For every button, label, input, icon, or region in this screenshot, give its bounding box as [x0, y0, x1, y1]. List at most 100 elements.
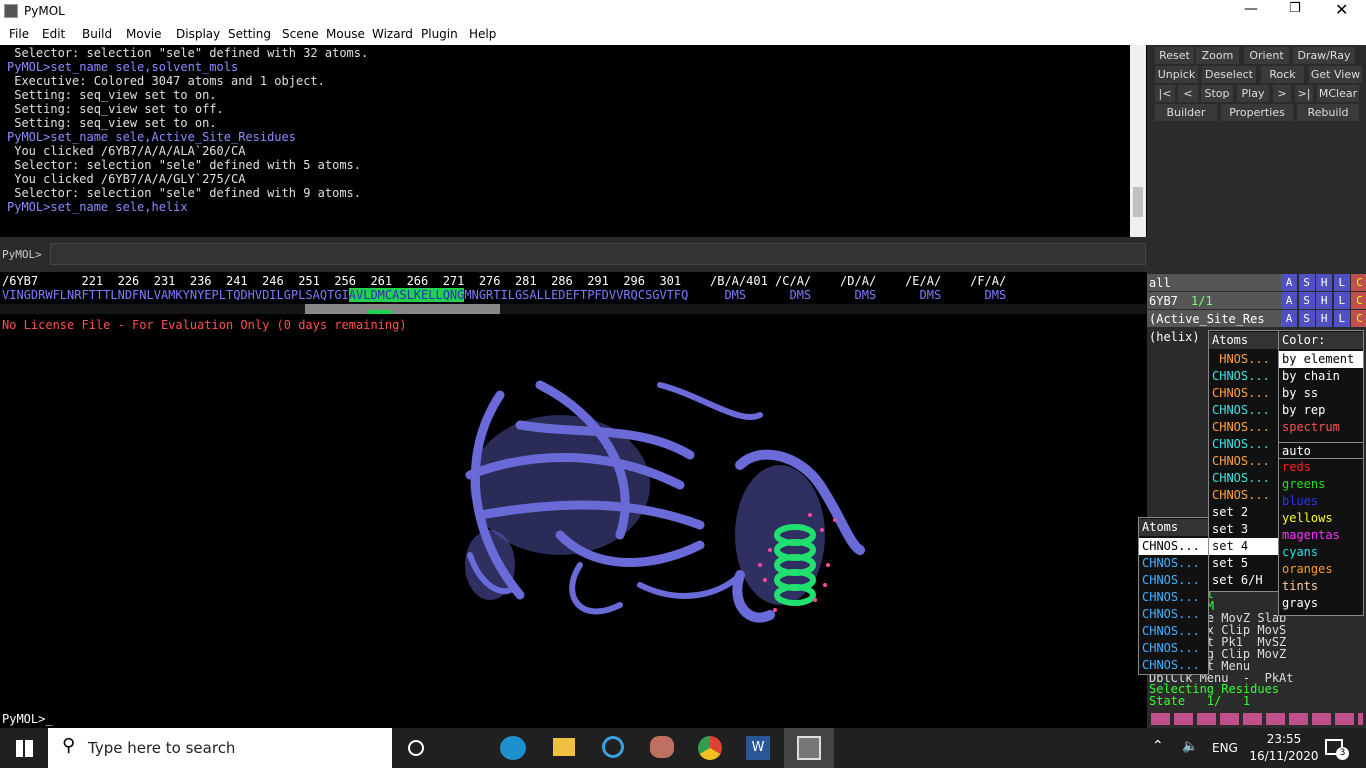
control-button[interactable]: Unpick	[1155, 66, 1198, 83]
scroll-thumb[interactable]	[1133, 187, 1143, 217]
control-button[interactable]: Get View	[1309, 66, 1362, 83]
menu-item[interactable]: CHNOS...	[1212, 437, 1270, 451]
minimize[interactable]: —	[1244, 1, 1258, 17]
menu-item[interactable]: Build	[82, 27, 113, 41]
menu-item[interactable]: CHNOS...	[1212, 454, 1270, 468]
object-button[interactable]: A	[1281, 310, 1297, 327]
control-button[interactable]: Zoom	[1196, 47, 1239, 64]
menu-item[interactable]: by chain	[1282, 369, 1340, 383]
menu-item[interactable]: set 3	[1212, 522, 1249, 536]
language[interactable]: ENG	[1212, 741, 1238, 755]
menu-item[interactable]: set 4	[1209, 538, 1278, 555]
maximize[interactable]: ❐	[1289, 1, 1301, 16]
menu-item[interactable]: CHNOS...	[1212, 369, 1270, 383]
object-button[interactable]: S	[1298, 274, 1315, 291]
control-button[interactable]: Play	[1237, 85, 1269, 102]
menu-item[interactable]: CHNOS...	[1212, 471, 1270, 485]
menu-item[interactable]: set 5	[1212, 556, 1249, 570]
object-button[interactable]: L	[1333, 274, 1350, 291]
menu-item[interactable]: Plugin	[421, 27, 458, 41]
menu-item[interactable]: auto	[1279, 442, 1363, 459]
menu-item[interactable]: CHNOS...	[1142, 607, 1200, 621]
menu-item[interactable]: by rep	[1282, 403, 1326, 417]
control-button[interactable]: Orient	[1244, 47, 1289, 64]
menu-item[interactable]: CHNOS...	[1212, 403, 1270, 417]
menu-item[interactable]: blues	[1282, 494, 1319, 508]
object-button[interactable]: H	[1316, 292, 1333, 309]
ie-icon[interactable]	[602, 736, 624, 758]
menu-item[interactable]: CHNOS...	[1212, 420, 1270, 434]
menu-item[interactable]: CHNOS...	[1212, 488, 1270, 502]
tray-arrow[interactable]: ⌃	[1152, 738, 1164, 754]
menu-item[interactable]: magentas	[1282, 528, 1340, 542]
control-button[interactable]: >	[1273, 85, 1291, 102]
cortana[interactable]	[408, 740, 424, 756]
volume[interactable]: 🔈	[1182, 739, 1199, 754]
seq-scroll-thumb[interactable]	[305, 304, 500, 314]
object-row[interactable]: (Active_Site_Res	[1147, 310, 1281, 327]
control-button[interactable]: Deselect	[1202, 66, 1256, 83]
control-button[interactable]: Rock	[1261, 66, 1304, 83]
menu-item[interactable]: CHNOS...	[1142, 624, 1200, 638]
control-button[interactable]: MClear	[1317, 85, 1359, 102]
menu-item[interactable]: Setting	[228, 27, 271, 41]
control-button[interactable]: <	[1178, 85, 1198, 102]
menu-item[interactable]: Scene	[282, 27, 319, 41]
menu-item[interactable]: CHNOS...	[1212, 386, 1270, 400]
menu-item[interactable]: Mouse	[326, 27, 365, 41]
control-button[interactable]: >|	[1295, 85, 1313, 102]
control-button[interactable]: Stop	[1201, 85, 1233, 102]
menu-item[interactable]: HNOS...	[1212, 352, 1270, 366]
menu-item[interactable]: greens	[1282, 477, 1326, 491]
object-button[interactable]: A	[1281, 274, 1297, 291]
menu-item[interactable]: oranges	[1282, 562, 1333, 576]
menu-item[interactable]: tints	[1282, 579, 1319, 593]
control-button[interactable]: Rebuild	[1297, 104, 1359, 121]
control-button[interactable]: |<	[1155, 85, 1175, 102]
menu-item[interactable]: CHNOS...	[1142, 556, 1200, 570]
object-button[interactable]: L	[1333, 310, 1350, 327]
word-icon[interactable]: W	[746, 736, 770, 760]
object-button[interactable]: H	[1316, 274, 1333, 291]
control-button[interactable]: Builder	[1155, 104, 1217, 121]
object-row[interactable]: 6YB7 1/1	[1147, 292, 1281, 309]
menu-item[interactable]: CHNOS...	[1139, 538, 1208, 555]
menu-item[interactable]: CHNOS...	[1142, 658, 1200, 672]
object-button[interactable]: C	[1351, 274, 1366, 291]
menu-item[interactable]: CHNOS...	[1142, 573, 1200, 587]
menu-item[interactable]: yellows	[1282, 511, 1333, 525]
clock-time[interactable]: 23:55	[1266, 732, 1302, 746]
control-button[interactable]: Properties	[1221, 104, 1293, 121]
menu-item[interactable]: Edit	[42, 27, 66, 41]
menu-item[interactable]: File	[9, 27, 30, 41]
menu-item[interactable]: cyans	[1282, 545, 1319, 559]
menu-item[interactable]: reds	[1282, 460, 1311, 474]
menu-item[interactable]: set 6/H	[1212, 573, 1263, 587]
command-input[interactable]	[50, 243, 1146, 265]
menu-item[interactable]: by ss	[1282, 386, 1319, 400]
start-button[interactable]	[16, 740, 33, 757]
menu-item[interactable]: set 2	[1212, 505, 1249, 519]
object-button[interactable]: H	[1316, 310, 1333, 327]
movie-buttons[interactable]	[1151, 713, 1363, 725]
object-button[interactable]: S	[1298, 292, 1315, 309]
menu-item[interactable]: by element	[1279, 351, 1363, 368]
close[interactable]: ✕	[1335, 0, 1349, 19]
paint-icon[interactable]	[650, 736, 674, 758]
menu-item[interactable]: CHNOS...	[1142, 641, 1200, 655]
control-button[interactable]: Draw/Ray	[1293, 47, 1355, 64]
menu-item[interactable]: Help	[469, 27, 497, 41]
control-button[interactable]: Reset	[1155, 47, 1194, 64]
object-button[interactable]: L	[1333, 292, 1350, 309]
object-button[interactable]: S	[1298, 310, 1315, 327]
chrome-icon[interactable]	[698, 736, 722, 760]
menu-item[interactable]: Movie	[126, 27, 162, 41]
explorer-icon[interactable]	[553, 738, 575, 756]
scrollbar[interactable]	[1130, 45, 1146, 237]
object-button[interactable]: C	[1351, 292, 1366, 309]
object-button[interactable]: C	[1351, 310, 1366, 327]
menu-item[interactable]: CHNOS...	[1142, 590, 1200, 604]
pymol-task[interactable]	[784, 728, 834, 768]
menu-item[interactable]: Wizard	[372, 27, 413, 41]
menu-item[interactable]: spectrum	[1282, 420, 1340, 434]
